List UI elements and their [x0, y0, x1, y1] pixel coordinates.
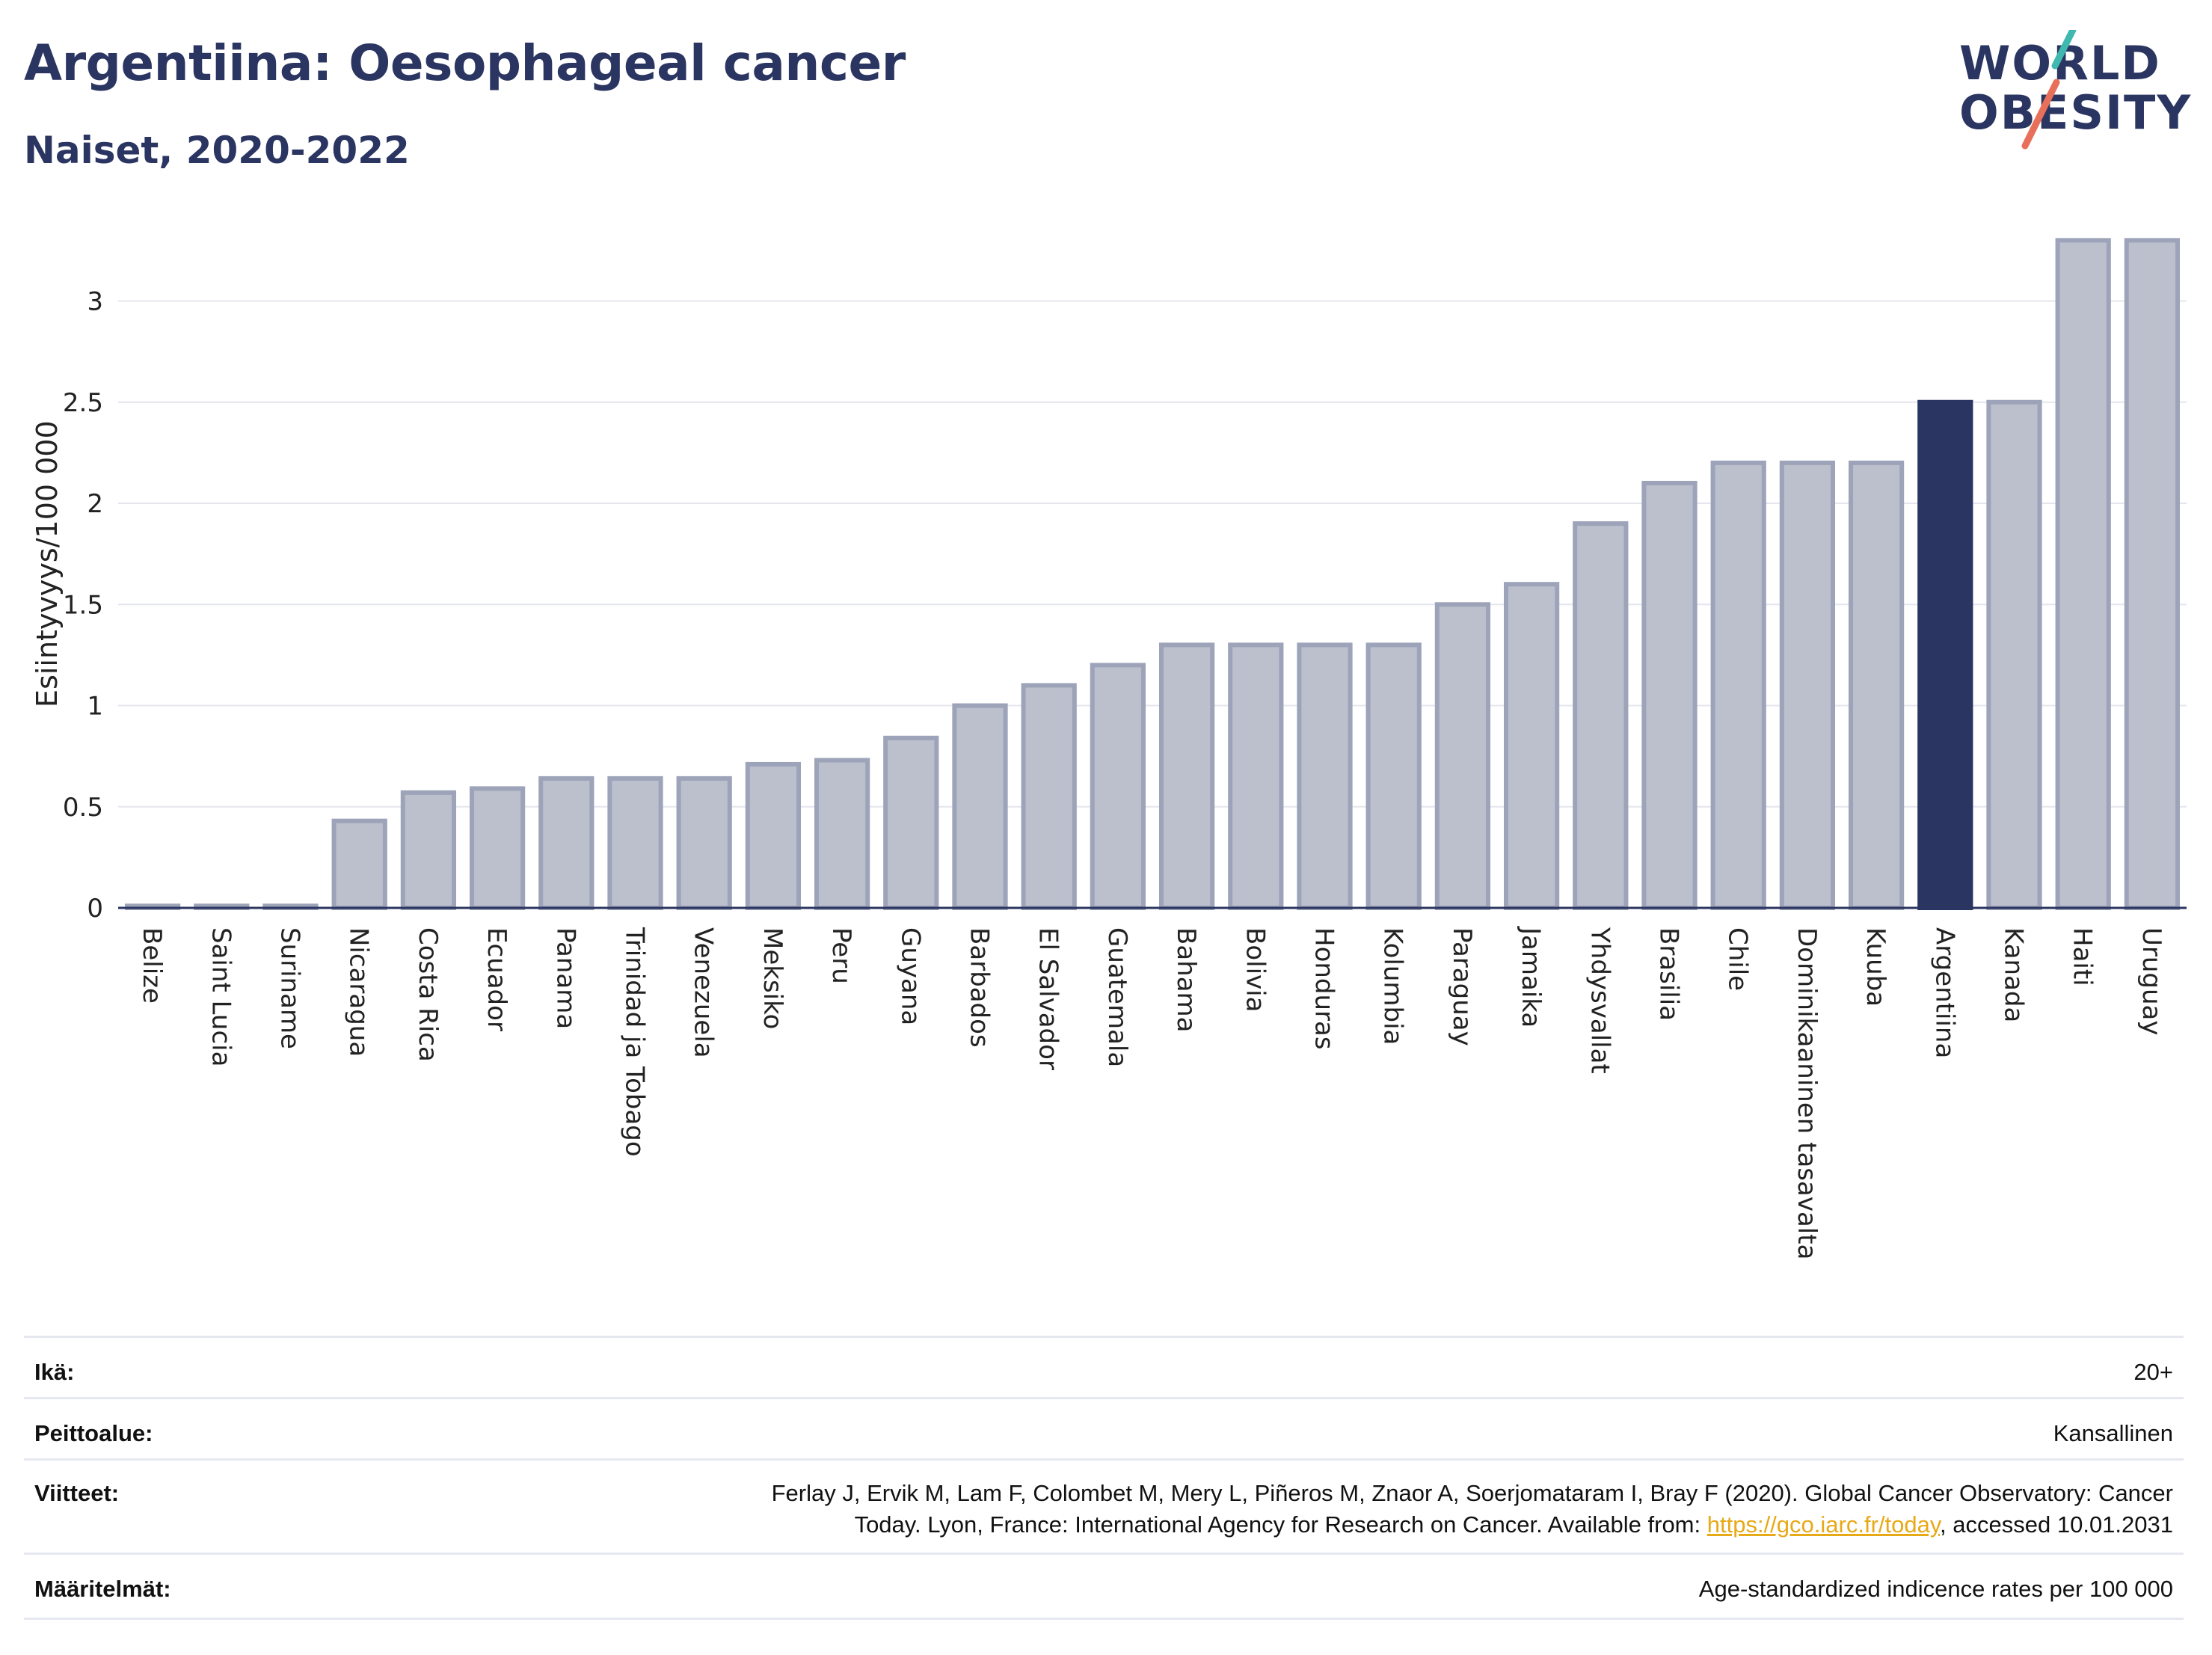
bar [1779, 460, 1836, 910]
world-obesity-logo: WORLD OBESITY [1944, 30, 2199, 157]
ref-link[interactable]: https://gco.iarc.fr/today [1706, 1511, 1941, 1538]
bar [1641, 480, 1698, 910]
y-tick-label: 1.5 [63, 590, 103, 620]
x-tick-label: Nicaragua [344, 927, 374, 1057]
x-tick-label: Jamaika [1516, 926, 1546, 1028]
x-tick-label: Bolivia [1240, 927, 1270, 1012]
x-tick-label: El Salvador [1033, 927, 1063, 1070]
y-tick-label: 0.5 [63, 793, 103, 823]
bar [469, 786, 526, 911]
x-tick-label: Dominikaaninen tasavalta [1792, 927, 1822, 1259]
bar [1434, 602, 1491, 910]
x-tick-label: Ecuador [482, 927, 511, 1031]
meta-row-definitions: Määritelmät: Age-standardized indicence … [24, 1553, 2184, 1620]
bar [1848, 460, 1905, 910]
y-axis-label: Esiintyvyys/100 000 [31, 420, 64, 707]
x-tick-label: Guatemala [1102, 927, 1132, 1067]
x-tick-label: Meksiko [758, 927, 787, 1029]
meta-references-label: Viitteet: [34, 1480, 120, 1506]
logo-slash-icon [2021, 30, 2077, 150]
bar [1021, 683, 1077, 910]
y-tick-label: 0 [87, 894, 103, 924]
meta-definitions-value: Age-standardized indicence rates per 100… [1698, 1576, 2173, 1602]
x-tick-label: Saint Lucia [206, 927, 236, 1066]
x-tick-label: Bahama [1171, 927, 1201, 1033]
bar [1158, 642, 1215, 910]
x-tick-label: Kuuba [1861, 927, 1890, 1007]
x-tick-label: Trinidad ja Tobago [620, 927, 650, 1157]
bar [883, 735, 939, 911]
bar [607, 776, 663, 910]
meta-row-age: Ikä: 20+ [24, 1336, 2184, 1399]
y-tick-label: 1 [87, 692, 103, 722]
bar-chart: 0 0.5 1 1.5 2 2.5 3 Esiintyvyys/100 000 Belize Sa… [31, 238, 2187, 1259]
bar [1917, 399, 1973, 910]
x-tick-label: Venezuela [689, 927, 719, 1058]
bar [1365, 642, 1422, 910]
meta-definitions-label: Määritelmät: [34, 1576, 171, 1602]
x-tick-label: Kanada [1999, 927, 2029, 1022]
x-tick-label: Brasilia [1654, 927, 1684, 1021]
bar [1228, 642, 1284, 910]
meta-age-label: Ikä: [34, 1359, 75, 1385]
ref-accessed: , accessed 10.01.2031 [1940, 1511, 2173, 1538]
x-tick-label: Kolumbia [1378, 927, 1408, 1045]
bar [538, 776, 595, 910]
bar [400, 790, 457, 910]
meta-row-coverage: Peittoalue: Kansallinen [24, 1397, 2184, 1461]
bar [745, 761, 802, 910]
bar [1503, 582, 1560, 910]
x-tick-label: Chile [1723, 927, 1753, 991]
x-tick-label: Yhdysvallat [1585, 927, 1615, 1074]
meta-coverage-value: Kansallinen [2053, 1420, 2173, 1446]
bar [331, 818, 387, 911]
meta-row-references: Viitteet: Ferlay J, Ervik M, Lam F, Colo… [24, 1458, 2184, 1555]
x-tick-label: Costa Rica [413, 927, 443, 1062]
y-tick-label: 2.5 [63, 388, 103, 418]
logo-word-obesity: OBESITY [1959, 85, 2193, 140]
meta-coverage-label: Peittoalue: [34, 1420, 153, 1446]
bar [1710, 460, 1766, 910]
page-subtitle: Naiset, 2020-2022 [24, 129, 410, 172]
bar [1573, 521, 1629, 910]
x-tick-label: Haiti [2068, 927, 2098, 986]
page-title: Argentiina: Oesophageal cancer [24, 34, 906, 92]
x-tick-label: Guyana [895, 927, 925, 1025]
x-tick-label: Argentiina [1929, 927, 1959, 1058]
x-tick-label: Barbados [965, 927, 995, 1048]
meta-references-line2: Today. Lyon, France: International Agenc… [855, 1511, 2173, 1538]
bar [814, 758, 870, 910]
bar [1297, 642, 1353, 910]
bar [1090, 663, 1146, 911]
ref-text: Today. Lyon, France: International Agenc… [854, 1511, 1707, 1538]
meta-references-line1: Ferlay J, Ervik M, Lam F, Colombet M, Me… [771, 1480, 2173, 1506]
x-tick-label: Honduras [1309, 927, 1339, 1050]
x-tick-label: Peru [826, 927, 856, 984]
bar [676, 776, 732, 910]
bar [2124, 238, 2181, 911]
x-tick-label: Panama [550, 927, 580, 1029]
bar [952, 703, 1008, 910]
x-tick-label: Suriname [275, 927, 305, 1049]
y-tick-label: 3 [87, 287, 103, 317]
x-tick-label: Paraguay [1447, 927, 1477, 1046]
y-tick-label: 2 [87, 489, 103, 519]
bar [2055, 238, 2111, 911]
bar [1986, 399, 2042, 910]
x-tick-label: Belize [137, 927, 167, 1004]
x-tick-label: Uruguay [2136, 927, 2166, 1036]
meta-age-value: 20+ [2133, 1359, 2173, 1385]
